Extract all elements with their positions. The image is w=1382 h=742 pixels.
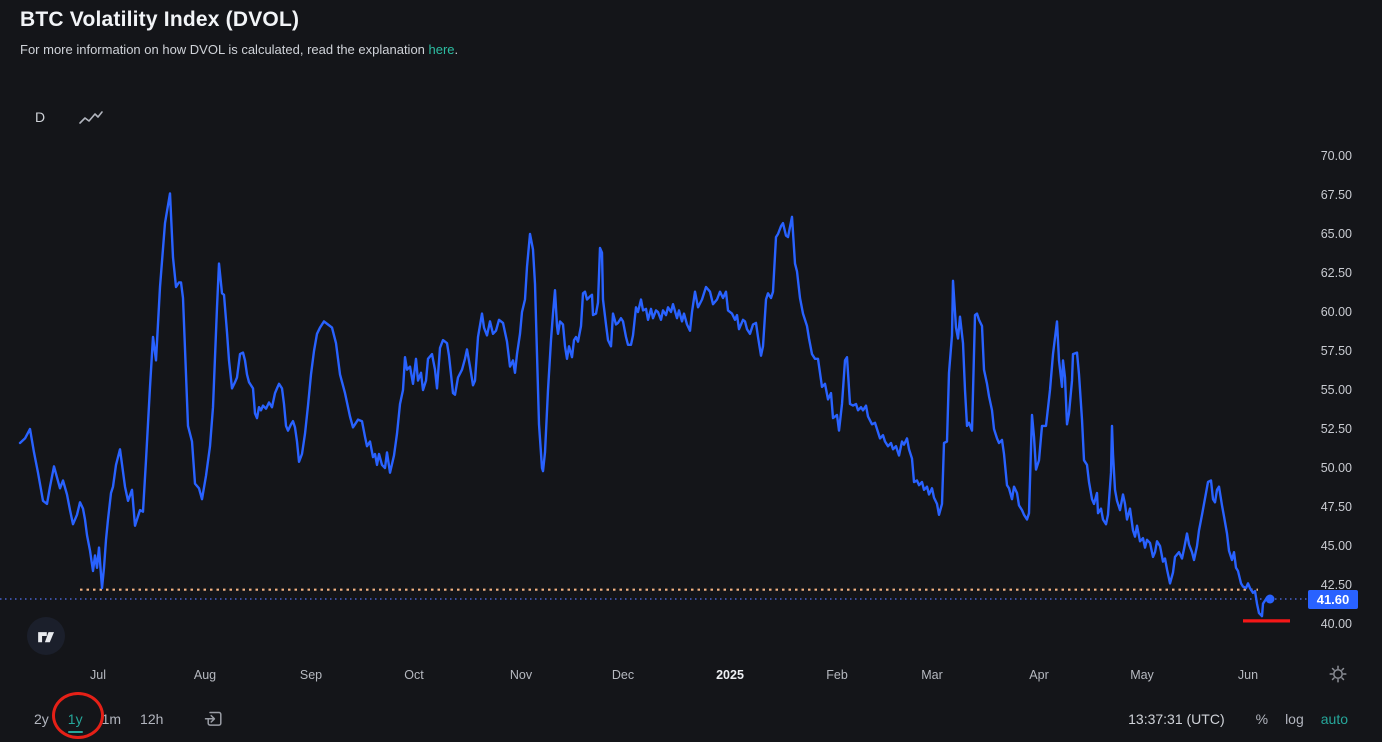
- y-axis-label: 67.50: [1320, 188, 1352, 202]
- last-price-dot: [1265, 594, 1275, 604]
- gear-icon[interactable]: [1328, 664, 1348, 684]
- x-axis-label: Nov: [509, 668, 533, 682]
- x-axis-label: Jul: [90, 668, 106, 682]
- clock-display[interactable]: 13:37:31 (UTC): [1128, 711, 1225, 727]
- explanation-link[interactable]: here: [428, 42, 455, 57]
- y-axis-label: 45.00: [1320, 539, 1352, 553]
- x-axis-label: 2025: [716, 668, 744, 682]
- y-axis-label: 50.00: [1320, 461, 1352, 475]
- y-axis-label: 40.00: [1320, 617, 1352, 631]
- y-axis-label: 42.50: [1320, 578, 1352, 592]
- range-button-1m[interactable]: 1m: [101, 711, 122, 727]
- y-axis-label: 57.50: [1320, 344, 1352, 358]
- y-axis-label: 62.50: [1320, 266, 1352, 280]
- range-button-1y[interactable]: 1y: [67, 711, 83, 733]
- price-scale[interactable]: 70.00 67.50 65.00 62.50 60.00 57.50 55.00 52.50…: [1300, 95, 1382, 660]
- x-axis-label: Feb: [826, 668, 848, 682]
- timeframe-label[interactable]: D: [35, 109, 46, 125]
- time-scale[interactable]: Jul Aug Sep Oct Nov Dec 2025 Feb Mar Apr May Jun: [0, 660, 1300, 692]
- x-axis-label: May: [1130, 668, 1154, 682]
- tradingview-logo-icon[interactable]: [27, 617, 65, 655]
- range-button-12h[interactable]: 12h: [140, 711, 164, 727]
- y-axis-label: 47.50: [1320, 500, 1352, 514]
- page-header: BTC Volatility Index (DVOL) For more inf…: [20, 8, 458, 57]
- y-axis-label: 55.00: [1320, 383, 1352, 397]
- page-subtitle: For more information on how DVOL is calc…: [20, 42, 459, 57]
- page-title: BTC Volatility Index (DVOL): [20, 8, 300, 31]
- x-axis-label: Dec: [611, 668, 635, 682]
- x-axis-label: Oct: [404, 668, 424, 682]
- range-button-group: 2y 1y 1m 12h: [33, 696, 225, 742]
- last-price-tag: 41.60: [1308, 589, 1358, 609]
- auto-scale-button[interactable]: auto: [1320, 711, 1348, 727]
- percent-scale-button[interactable]: %: [1255, 711, 1269, 727]
- range-button-2y[interactable]: 2y: [34, 711, 49, 727]
- go-to-date-icon[interactable]: [203, 708, 225, 730]
- y-axis-label: 60.00: [1320, 305, 1352, 319]
- x-axis-label: Sep: [299, 668, 323, 682]
- toolbar-right-group: 13:37:31 (UTC) % log auto: [1128, 696, 1348, 742]
- line-chart-icon[interactable]: [77, 108, 105, 130]
- x-axis-label: Apr: [1029, 668, 1049, 682]
- y-axis-label: 65.00: [1320, 227, 1352, 241]
- x-axis-label: Aug: [193, 668, 217, 682]
- bottom-toolbar: 2y 1y 1m 12h 13:37:31 (UTC) % log auto: [0, 692, 1382, 742]
- y-axis-label: 52.50: [1320, 422, 1352, 436]
- dvol-line-series: [18, 192, 1272, 618]
- log-scale-button[interactable]: log: [1285, 711, 1304, 727]
- x-axis-label: Mar: [921, 668, 943, 682]
- x-axis-label: Jun: [1237, 668, 1259, 682]
- y-axis-label: 70.00: [1320, 149, 1352, 163]
